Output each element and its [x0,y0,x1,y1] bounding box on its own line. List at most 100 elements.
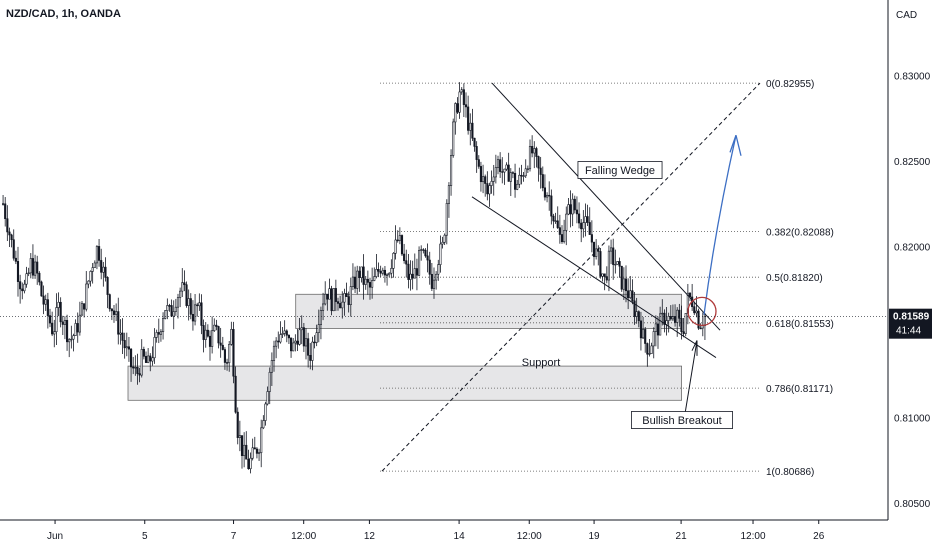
candle-body [552,215,555,222]
candle-body [537,156,540,169]
candle-body [673,316,677,323]
fibonacci-layer: 0(0.82955) 0.382(0.82088) 0.5(0.81820) 0.61… [380,79,834,478]
candle-body [106,277,109,295]
candle-body [565,213,568,231]
candle-body [172,311,175,317]
current-price-value: 0.81589 [893,312,930,323]
price-tick-label: 0.81000 [894,413,931,424]
candle-body [439,243,442,265]
candle-body [381,269,384,274]
candle-body [516,183,519,190]
candle-body [467,106,470,131]
time-tick-label: 26 [813,531,825,542]
candle-body [315,332,318,343]
current-price-badge[interactable] [889,308,932,339]
fib-level-label: 1(0.80686) [766,467,814,478]
candle-body [560,234,564,243]
candle-body [417,250,421,276]
time-tick-label: 19 [589,531,601,542]
candle-body [72,335,75,340]
candle-body [373,276,376,281]
candle-body [200,302,203,326]
support-zone [127,365,682,401]
candle-body [44,299,47,305]
candle-body [603,273,606,277]
bullish-breakout-label: Bullish Breakout [642,415,722,427]
candle-body [283,330,286,334]
candle-body [347,296,350,306]
candle-body [189,298,192,315]
drawings-layer: Falling Wedge Support Bullish Breakout [381,82,761,472]
candle-body [575,209,579,215]
candle-body [232,329,235,377]
candle-body [42,295,45,305]
candle-body [14,257,17,262]
candle-body [48,315,52,324]
fib-level-label: 0.786(0.81171) [766,384,833,395]
candle-body [245,444,248,460]
candle-body [311,341,314,361]
candle-body [27,272,30,275]
fib-level-label: 0.382(0.82088) [766,227,834,238]
candle-body [185,284,188,306]
candle-body [108,294,111,310]
candle-body [119,332,122,335]
candle-body [51,322,54,335]
candle-body [100,260,103,273]
candle-body [592,241,596,257]
candle-body [85,283,88,310]
candle-body [584,216,587,223]
candle-body [351,276,354,287]
candle-body [341,301,344,309]
candle-body [223,349,227,363]
bullish-breakout-label-box [631,411,734,429]
candle-body [31,258,35,276]
candle-body [481,176,485,183]
candle-body [127,346,131,350]
candle-body [490,181,493,186]
candle-body [368,282,372,288]
candle-body [33,261,37,276]
candle-body [217,326,220,344]
candle-body [304,338,308,347]
candle-body [125,346,128,349]
candle-body [162,318,165,332]
candle-body [151,357,154,362]
candle-body [697,310,700,329]
candle-body [637,311,640,322]
candle-body [183,282,186,286]
candle-body [198,302,201,307]
fib-diagonal-line [381,82,761,472]
candle-body [10,234,13,241]
breakout-circle [687,296,717,327]
candle-body [55,307,58,333]
time-tick-label: 12:00 [291,531,316,542]
candle-body [112,310,116,315]
candle-body [168,305,171,307]
currency-label: CAD [896,10,917,21]
candle-body [277,340,280,343]
candle-body [494,167,497,178]
symbol-title: NZD/CAD, 1h, OANDA [6,8,121,20]
candle-body [270,360,273,373]
candle-body [260,427,263,453]
candle-body [266,391,269,405]
candle-body [6,218,9,233]
candle-body [545,194,549,198]
candle-body [93,262,96,268]
breakout-pointer-head [691,340,698,356]
candle-body [25,273,28,285]
candle-body [449,155,453,186]
candle-body [8,231,11,236]
candle-body [520,174,523,177]
candle-body [590,234,593,243]
candle-body [533,148,536,154]
candle-body [665,320,668,325]
candle-body [215,324,218,327]
candle-body [659,313,662,336]
candle-body [430,273,433,289]
candle-body [452,121,455,156]
candle-body [238,435,241,438]
